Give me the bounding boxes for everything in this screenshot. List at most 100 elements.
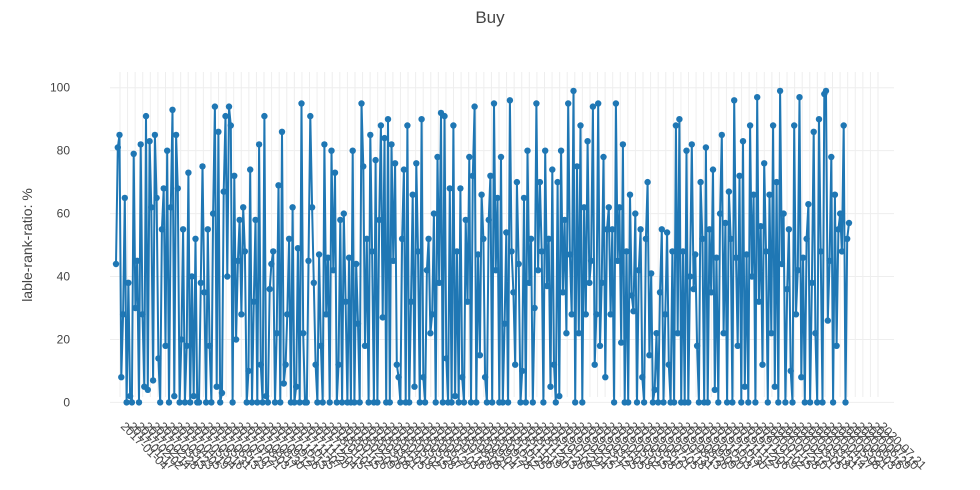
data-point: [414, 248, 422, 255]
data-point: [577, 122, 584, 129]
data-point: [338, 399, 346, 406]
data-point: [771, 383, 778, 390]
data-point: [683, 147, 690, 154]
data-point: [224, 273, 231, 280]
data-point: [596, 342, 604, 349]
data-point: [513, 178, 521, 186]
data-point: [393, 361, 400, 368]
data-point: [153, 194, 160, 202]
data-point: [679, 248, 687, 255]
data-point: [732, 254, 740, 261]
data-point: [799, 254, 807, 261]
data-point: [377, 122, 385, 129]
data-point: [822, 87, 830, 95]
data-point: [202, 399, 210, 406]
data-point: [476, 352, 484, 359]
data-point: [460, 399, 468, 406]
data-point: [126, 392, 134, 400]
data-point: [480, 235, 487, 242]
data-point: [545, 235, 552, 242]
data-point: [282, 361, 289, 368]
data-point: [697, 178, 704, 186]
data-point: [837, 210, 844, 217]
data-point: [580, 204, 588, 211]
data-point: [386, 399, 393, 406]
data-point: [443, 355, 450, 362]
data-point: [565, 100, 572, 107]
data-point: [754, 94, 761, 101]
data-point: [614, 257, 621, 264]
data-point: [776, 87, 784, 95]
data-point: [160, 185, 167, 192]
y-tick-labels: 0 20 40 60 80 100: [50, 81, 70, 410]
data-point: [411, 383, 418, 390]
data-point: [119, 311, 127, 318]
data-point: [361, 342, 369, 349]
data-point: [810, 128, 817, 135]
data-point: [686, 273, 694, 280]
data-point: [512, 361, 519, 368]
data-point: [404, 122, 411, 129]
data-point: [183, 342, 190, 349]
data-point: [474, 251, 482, 258]
data-point: [527, 235, 535, 242]
data-point: [609, 226, 616, 233]
data-point: [533, 100, 540, 107]
data-point: [181, 399, 189, 406]
data-point: [782, 399, 789, 406]
data-point: [390, 257, 397, 264]
data-point: [294, 245, 302, 252]
data-point: [651, 386, 658, 393]
data-point: [204, 226, 211, 233]
data-point: [794, 267, 801, 274]
data-point: [522, 399, 529, 406]
data-point: [792, 311, 800, 318]
data-point: [225, 103, 233, 110]
data-point: [314, 399, 321, 406]
data-point: [768, 330, 775, 337]
data-point: [752, 399, 759, 406]
data-point: [784, 285, 791, 293]
data-point: [340, 210, 347, 217]
data-point: [436, 279, 443, 286]
data-point: [142, 112, 150, 120]
data-point: [149, 377, 157, 384]
data-point: [591, 361, 598, 368]
data-point: [241, 248, 249, 255]
data-point: [632, 210, 639, 217]
data-point: [291, 399, 298, 406]
data-point: [425, 235, 432, 242]
data-point: [208, 399, 215, 406]
data-point: [179, 226, 187, 233]
data-point: [331, 169, 339, 176]
data-point: [559, 289, 567, 296]
data-point: [556, 392, 563, 400]
data-point: [345, 254, 353, 261]
data-point: [481, 374, 489, 381]
data-point: [642, 235, 650, 242]
data-point: [164, 147, 171, 154]
data-point: [499, 399, 506, 406]
data-point: [824, 317, 831, 324]
data-point: [471, 103, 478, 110]
data-point: [197, 279, 204, 286]
data-point: [716, 210, 724, 217]
data-point: [199, 163, 206, 170]
data-point: [264, 399, 272, 406]
data-point: [333, 399, 340, 406]
data-point: [842, 399, 849, 406]
data-point: [519, 367, 526, 375]
data-point: [277, 399, 284, 406]
data-point: [587, 257, 595, 264]
data-point: [448, 399, 455, 406]
data-point: [275, 182, 282, 189]
data-point: [692, 251, 699, 258]
data-point: [655, 399, 662, 406]
data-point: [478, 191, 485, 198]
data-point: [748, 273, 756, 280]
data-point: [374, 399, 381, 406]
data-point: [573, 163, 581, 170]
data-point: [462, 216, 469, 224]
data-point: [365, 399, 372, 406]
data-point: [819, 399, 826, 406]
